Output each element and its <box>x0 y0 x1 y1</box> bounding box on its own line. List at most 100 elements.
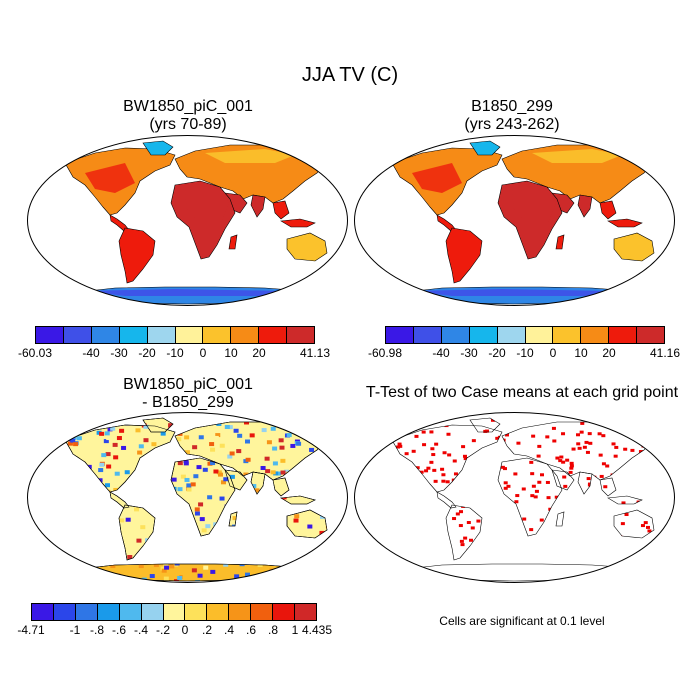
significant-cell <box>378 425 382 428</box>
grid-cell <box>99 462 105 467</box>
grid-cell <box>136 538 142 543</box>
significant-cell <box>372 542 376 545</box>
significant-cell <box>502 467 507 471</box>
grid-cell <box>207 461 213 466</box>
coastline <box>280 495 316 505</box>
significant-cell <box>555 456 560 460</box>
significant-cell <box>463 457 468 461</box>
colorbar-tick-label: -30 <box>110 346 128 360</box>
grid-cell <box>34 447 39 451</box>
map-border <box>27 412 348 583</box>
significant-cell <box>580 421 585 425</box>
grid-cell <box>280 470 286 475</box>
grid-cell <box>237 433 243 438</box>
grid-cell <box>329 453 335 458</box>
grid-cell <box>107 427 113 432</box>
coastline <box>334 535 342 547</box>
grid-cell <box>169 564 175 569</box>
significant-cell <box>667 427 668 431</box>
grid-cell <box>201 528 207 533</box>
grid-cell <box>199 517 205 522</box>
ocean-background <box>354 412 675 583</box>
colorbar-tick-label: -4.71 <box>17 623 45 637</box>
significant-cell <box>374 447 378 450</box>
significant-cell <box>400 418 405 422</box>
grid-cell <box>127 555 133 560</box>
grid-cell <box>284 469 290 474</box>
grid-cell <box>112 410 117 414</box>
significant-cell <box>402 414 406 417</box>
grid-cell <box>276 471 282 476</box>
significant-cell <box>419 418 424 419</box>
grid-cell <box>327 418 333 420</box>
significant-cell <box>638 450 643 454</box>
grid-cell <box>328 558 334 563</box>
grid-cell <box>65 437 66 442</box>
grid-cell <box>288 420 294 425</box>
significant-cell <box>377 554 381 557</box>
grid-cell <box>341 425 346 429</box>
grid-cell <box>149 574 155 579</box>
colorbar-top-right <box>385 326 665 344</box>
coastline <box>228 511 238 527</box>
significant-cell <box>429 460 434 464</box>
significant-cell <box>514 500 519 504</box>
significant-cell <box>614 445 619 449</box>
continent-newZealand <box>334 258 342 270</box>
grid-cell <box>183 458 189 463</box>
significant-cell <box>569 464 574 468</box>
map-top-right <box>354 135 675 306</box>
grid-cell <box>223 562 229 567</box>
grid-cell <box>30 548 35 552</box>
grid-cell <box>322 430 328 435</box>
panel-title-line2: (yrs 243-262) <box>464 116 560 133</box>
significant-cell <box>619 428 624 432</box>
continent-madagascar <box>228 234 238 250</box>
significant-cell <box>539 518 544 522</box>
significant-cell <box>666 467 668 471</box>
grid-cell <box>244 572 250 577</box>
colorbar-swatch <box>273 604 296 620</box>
coastline <box>142 417 174 433</box>
significant-cell <box>404 452 409 456</box>
grid-cell <box>30 549 35 553</box>
significant-cell <box>366 545 370 548</box>
significant-cell <box>442 451 447 455</box>
significant-cell <box>647 529 652 533</box>
grid-cell <box>104 483 110 488</box>
grid-cell <box>338 451 341 456</box>
grid-cell <box>339 566 341 571</box>
significant-cell <box>495 436 500 440</box>
significant-cell <box>354 536 358 539</box>
map-border <box>354 135 675 306</box>
significant-cell <box>433 479 438 483</box>
colorbar-swatch <box>119 604 142 620</box>
grid-cell <box>114 476 120 481</box>
colorbar-swatch <box>75 604 98 620</box>
grid-cell <box>294 514 300 519</box>
colorbar-swatch <box>163 604 186 620</box>
grid-cell <box>340 559 341 564</box>
grid-cell <box>101 453 107 458</box>
significant-cell <box>422 443 427 447</box>
land-fill <box>64 140 342 305</box>
grid-cell <box>345 456 350 460</box>
warm-region <box>85 163 135 193</box>
significant-cell <box>522 517 527 521</box>
colorbar-swatch <box>259 327 288 343</box>
grid-cell <box>49 411 54 415</box>
grid-cell <box>273 480 279 485</box>
coastline <box>577 471 593 495</box>
significant-cell <box>431 453 436 457</box>
colorbar-swatch <box>581 327 610 343</box>
significant-cell <box>354 476 358 479</box>
grid-cell <box>26 450 31 454</box>
significant-cell <box>640 524 645 528</box>
grid-cell <box>117 410 122 414</box>
continent-indonesia <box>607 218 643 228</box>
grid-cell <box>180 474 186 479</box>
colorbar-swatch <box>97 604 120 620</box>
grid-cell <box>31 455 36 459</box>
grid-cell <box>223 477 229 482</box>
significant-cell <box>355 559 359 562</box>
